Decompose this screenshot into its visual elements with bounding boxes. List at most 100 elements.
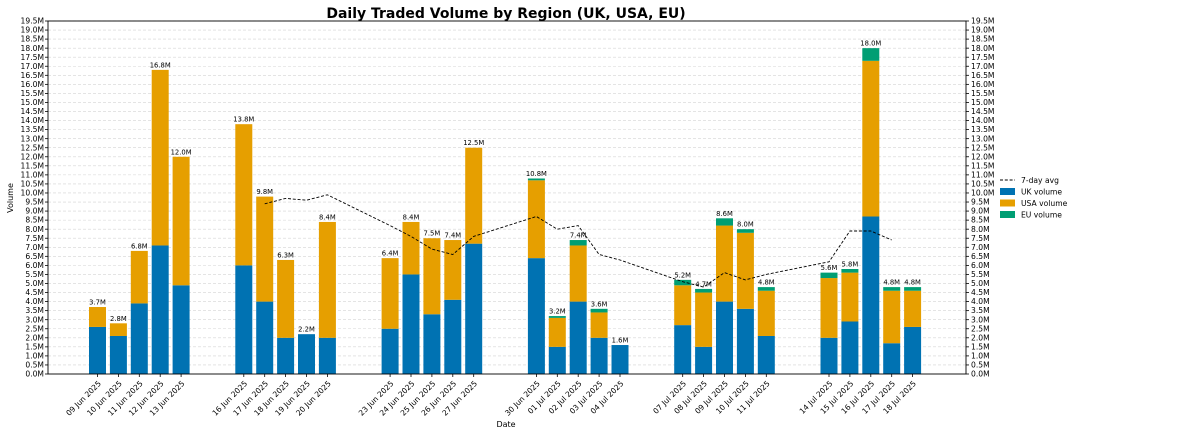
uk-legend-swatch bbox=[1000, 188, 1015, 195]
bars bbox=[89, 48, 922, 374]
y-tick-label-right: 10.0M bbox=[971, 189, 994, 198]
total-label: 4.8M bbox=[758, 279, 775, 287]
legend: 7-day avg UK volume USA volume EU volume bbox=[1000, 176, 1068, 220]
total-label: 7.4M bbox=[570, 232, 587, 240]
plot-frame bbox=[47, 20, 967, 375]
y-tick-label-right: 0.0M bbox=[971, 370, 990, 379]
usa-bar-segment bbox=[527, 180, 545, 259]
y-tick-label-right: 6.5M bbox=[971, 252, 990, 261]
y-axis-label: Volume bbox=[6, 183, 15, 213]
usa-bar-segment bbox=[109, 323, 127, 336]
usa-legend-label: USA volume bbox=[1021, 199, 1068, 208]
total-label: 7.5M bbox=[424, 230, 441, 238]
y-tick-label-right: 7.0M bbox=[971, 243, 990, 252]
usa-bar-segment bbox=[695, 292, 713, 347]
y-tick-label: 7.5M bbox=[25, 234, 44, 243]
usa-bar-segment bbox=[151, 69, 169, 246]
usa-bar-segment bbox=[569, 245, 587, 302]
y-tick-label: 1.0M bbox=[25, 351, 44, 360]
y-tick-label-right: 12.5M bbox=[971, 143, 994, 152]
total-label: 8.4M bbox=[319, 213, 336, 221]
y-tick-label: 4.5M bbox=[25, 288, 44, 297]
total-label: 3.2M bbox=[549, 308, 566, 316]
uk-bar-segment bbox=[569, 301, 587, 374]
y-tick-label-right: 8.5M bbox=[971, 216, 990, 225]
uk-bar-segment bbox=[548, 346, 566, 374]
y-tick-label-right: 1.0M bbox=[971, 351, 990, 360]
y-tick-label: 16.0M bbox=[21, 80, 44, 89]
uk-bar-segment bbox=[256, 301, 274, 374]
y-tick-label-right: 14.5M bbox=[971, 107, 994, 116]
y-tick-label: 2.5M bbox=[25, 324, 44, 333]
y-tick-label-right: 17.0M bbox=[971, 62, 994, 71]
usa-bar-segment bbox=[89, 307, 106, 327]
total-label: 5.2M bbox=[674, 271, 691, 279]
legend-avg-label: 7-day avg bbox=[1021, 176, 1059, 185]
uk-bar-segment bbox=[527, 258, 545, 374]
uk-bar-segment bbox=[695, 346, 713, 374]
eu-legend-label: EU volume bbox=[1021, 211, 1062, 220]
uk-bar-segment bbox=[130, 303, 148, 374]
y-tick-label-right: 9.5M bbox=[971, 198, 990, 207]
usa-bar-segment bbox=[820, 278, 838, 338]
y-tick-label-right: 7.5M bbox=[971, 234, 990, 243]
rolling-average-layer bbox=[264, 194, 892, 288]
y-tick-label: 14.0M bbox=[21, 116, 44, 125]
uk-bar-segment bbox=[862, 216, 880, 374]
usa-bar-segment bbox=[904, 290, 922, 327]
y-tick-label: 1.5M bbox=[25, 342, 44, 351]
eu-bar-segment bbox=[736, 229, 754, 233]
y-tick-label: 14.5M bbox=[21, 107, 44, 116]
y-tick-label-right: 3.0M bbox=[971, 315, 990, 324]
y-tick-label: 13.0M bbox=[21, 134, 44, 143]
y-tick-label: 11.0M bbox=[21, 170, 44, 179]
uk-bar-segment bbox=[172, 285, 190, 374]
usa-bar-segment bbox=[256, 196, 274, 302]
usa-bar-segment bbox=[423, 238, 441, 315]
uk-bar-segment bbox=[298, 334, 315, 374]
usa-bar-segment bbox=[736, 232, 754, 309]
uk-bar-segment bbox=[402, 274, 420, 374]
y-tick-label: 18.0M bbox=[21, 44, 44, 53]
eu-bar-segment bbox=[527, 178, 545, 181]
usa-bar-segment bbox=[318, 221, 336, 338]
y-tick-label: 19.0M bbox=[21, 26, 44, 35]
usa-bar-segment bbox=[590, 312, 608, 338]
uk-bar-segment bbox=[235, 265, 253, 374]
y-tick-label-right: 0.5M bbox=[971, 361, 990, 370]
y-tick-label-right: 15.0M bbox=[971, 98, 994, 107]
total-label: 3.7M bbox=[89, 299, 106, 307]
y-tick-label-right: 14.0M bbox=[971, 116, 994, 125]
uk-bar-segment bbox=[716, 301, 733, 374]
eu-bar-segment bbox=[716, 218, 733, 226]
y-tick-label: 18.5M bbox=[21, 35, 44, 44]
total-label: 4.8M bbox=[883, 279, 900, 287]
y-tick-label: 5.5M bbox=[25, 270, 44, 279]
total-label: 3.6M bbox=[591, 300, 608, 308]
usa-bar-segment bbox=[862, 60, 880, 217]
y-tick-label: 17.5M bbox=[21, 53, 44, 62]
y-tick-label-right: 5.0M bbox=[971, 279, 990, 288]
total-labels: 3.7M 2.8M 6.8M 16.8M 12.0M 13.8M 9.8M 6.3M 2.2M 8… bbox=[89, 40, 921, 345]
y-tick-label-right: 16.0M bbox=[971, 80, 994, 89]
usa-legend-swatch bbox=[1000, 199, 1015, 207]
total-label: 4.8M bbox=[904, 279, 921, 287]
uk-bar-segment bbox=[423, 314, 441, 374]
total-label: 6.8M bbox=[131, 242, 148, 250]
total-label: 8.4M bbox=[403, 213, 420, 221]
y-tick-label: 0.0M bbox=[25, 370, 44, 379]
y-tick-label: 3.0M bbox=[25, 315, 44, 324]
x-axis-label: Date bbox=[496, 420, 515, 429]
y-tick-label-right: 17.5M bbox=[971, 53, 994, 62]
eu-bar-segment bbox=[841, 269, 859, 273]
uk-bar-segment bbox=[590, 337, 608, 374]
y-tick-label: 9.5M bbox=[25, 198, 44, 207]
total-label: 2.2M bbox=[298, 326, 315, 334]
y-tick-label: 12.0M bbox=[21, 152, 44, 161]
eu-bar-segment bbox=[757, 287, 775, 291]
usa-bar-segment bbox=[548, 317, 566, 347]
usa-bar-segment bbox=[465, 147, 483, 244]
y-tick-label-right: 12.0M bbox=[971, 152, 994, 161]
uk-bar-segment bbox=[904, 326, 922, 374]
